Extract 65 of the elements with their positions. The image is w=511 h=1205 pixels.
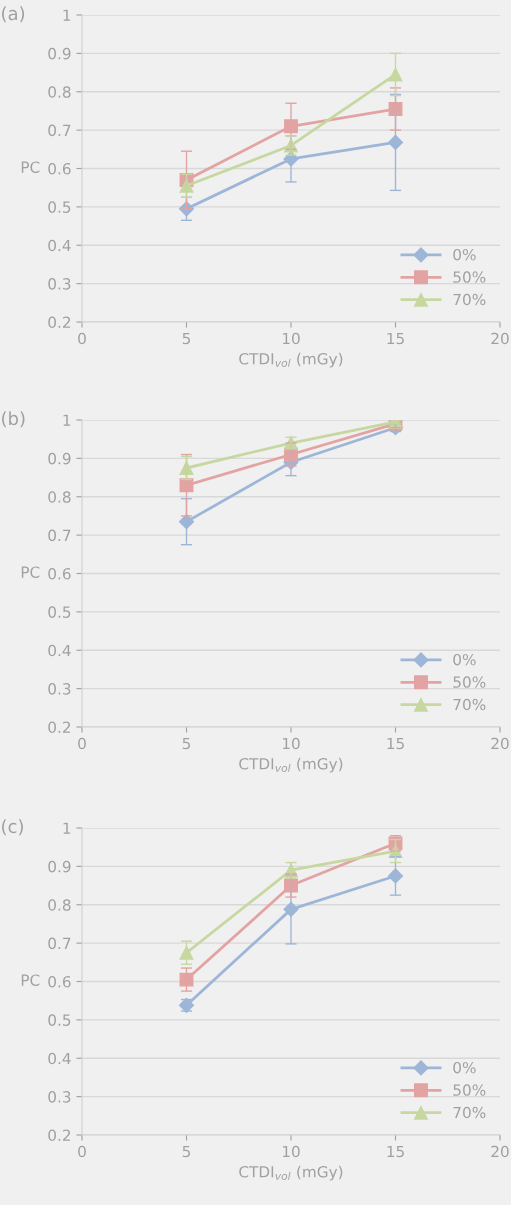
y-tick-label: 0.6: [48, 162, 71, 175]
y-tick-label: 0.3: [48, 1091, 71, 1103]
chart-title: (c): [2, 819, 23, 836]
legend-label: 70%: [453, 293, 486, 306]
x-tick-label: 15: [387, 332, 404, 345]
x-axis-title: CTDI$_{vol}$ (mGy): [239, 352, 343, 368]
point: [179, 461, 194, 475]
y-tick-label: 1: [63, 9, 71, 21]
legend-label: 50%: [453, 1084, 486, 1096]
y-axis-title: PC: [21, 974, 40, 986]
x-tick-label: 10: [282, 332, 300, 345]
x-tick-label: 10: [282, 737, 300, 750]
y-tick-label: 0.2: [48, 721, 71, 734]
y-tick-label: 0.3: [48, 278, 71, 290]
legend-label: 0%: [453, 1061, 476, 1074]
y-axis-title: PC: [21, 566, 40, 578]
y-tick-label: 0.9: [48, 452, 71, 465]
x-axis-title: CTDI$_{vol}$ (mGy): [239, 1165, 343, 1181]
legend-label: 0%: [453, 248, 476, 261]
legend-label: 0%: [453, 653, 476, 666]
legend-label: 50%: [453, 676, 486, 688]
chart-title: (b): [2, 411, 25, 428]
y-tick-label: 0.6: [48, 567, 71, 580]
x-tick-label: 0: [78, 737, 86, 750]
legend-label: 50%: [453, 271, 486, 283]
y-tick-label: 0.7: [48, 124, 71, 137]
point: [179, 178, 194, 193]
x-tick-label: 0: [78, 332, 86, 345]
y-tick-label: 0.2: [48, 316, 71, 329]
legend-label: 70%: [453, 1106, 486, 1119]
x-tick-label: 5: [182, 332, 191, 345]
point: [178, 514, 195, 530]
x-axis-title: CTDI$_{vol}$ (mGy): [239, 757, 343, 773]
y-tick-label: 0.7: [48, 937, 71, 950]
y-tick-label: 0.5: [48, 606, 71, 618]
y-tick-label: 1: [63, 414, 71, 426]
y-tick-label: 0.2: [48, 1129, 71, 1142]
y-tick-label: 0.8: [48, 86, 71, 98]
x-tick-label: 15: [387, 1145, 404, 1158]
legend-label: 70%: [453, 698, 486, 711]
y-tick-label: 0.8: [48, 491, 71, 503]
y-tick-label: 1: [63, 822, 71, 834]
x-tick-label: 10: [282, 1145, 300, 1158]
y-tick-label: 0.6: [48, 975, 71, 988]
point: [387, 868, 404, 884]
y-tick-label: 0.3: [48, 683, 71, 695]
y-axis-title: PC: [21, 161, 40, 173]
x-tick-label: 15: [387, 737, 404, 750]
y-tick-label: 0.9: [48, 860, 71, 873]
x-tick-label: 20: [491, 737, 509, 750]
x-tick-label: 20: [491, 332, 509, 345]
y-tick-label: 0.5: [48, 201, 71, 213]
y-tick-label: 0.8: [48, 899, 71, 911]
x-tick-label: 5: [182, 737, 191, 750]
x-tick-label: 5: [182, 1145, 191, 1158]
x-tick-label: 0: [78, 1145, 86, 1158]
y-tick-label: 0.4: [48, 239, 71, 252]
point: [179, 945, 194, 960]
chart-title: (a): [2, 6, 25, 23]
y-tick-label: 0.4: [48, 644, 71, 657]
y-tick-label: 0.5: [48, 1014, 71, 1026]
y-tick-label: 0.7: [48, 529, 71, 542]
y-tick-label: 0.4: [48, 1052, 71, 1065]
x-tick-label: 20: [491, 1145, 509, 1158]
y-tick-label: 0.9: [48, 47, 71, 60]
